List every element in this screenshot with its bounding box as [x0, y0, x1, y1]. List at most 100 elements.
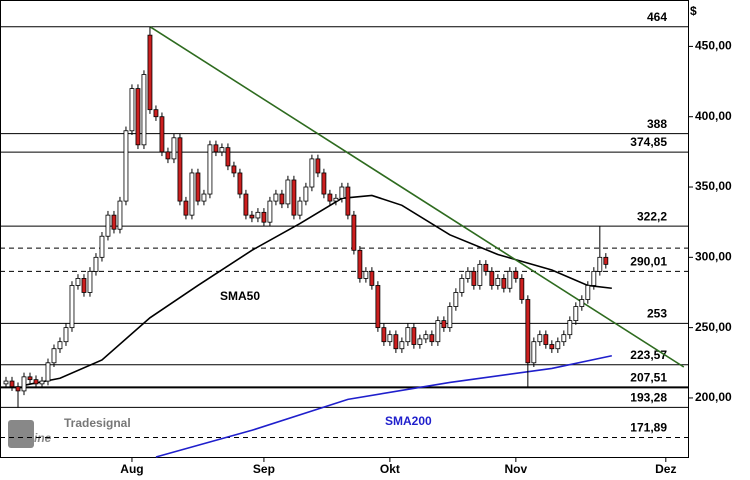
- candle-body: [429, 334, 435, 343]
- candle-body: [387, 334, 393, 343]
- y-tick-label: 450,00: [695, 39, 732, 53]
- candle-body: [135, 88, 141, 146]
- candle-body: [291, 179, 297, 216]
- candle-body: [273, 193, 279, 202]
- candle-body: [129, 88, 135, 132]
- candle-body: [9, 380, 15, 388]
- y-tick-label: 350,00: [695, 179, 732, 193]
- candle-body: [327, 193, 333, 202]
- x-tick-label: Nov: [505, 462, 528, 476]
- logo-brand: Tradesignal: [64, 416, 131, 430]
- candle-body: [555, 341, 561, 350]
- candle-body: [321, 172, 327, 195]
- candle-body: [495, 278, 501, 286]
- logo-badge: [8, 420, 34, 448]
- candle-body: [585, 285, 591, 300]
- candle-body: [231, 165, 237, 174]
- candle-body: [243, 193, 249, 216]
- level-label: 374,85: [630, 135, 667, 149]
- candle-body: [489, 270, 495, 286]
- candle-body: [549, 344, 555, 350]
- candle-body: [483, 263, 489, 272]
- y-tick-label: 200,00: [695, 390, 732, 404]
- candle-body: [75, 278, 81, 286]
- candle-body: [567, 320, 573, 336]
- candle-body: [357, 249, 363, 279]
- candle-body: [3, 380, 9, 385]
- candle-body: [477, 263, 483, 286]
- candle-body: [171, 137, 177, 160]
- candle-body: [399, 341, 405, 350]
- candle-body: [87, 270, 93, 293]
- candle-body: [405, 327, 411, 343]
- indicator-label: SMA50: [220, 289, 260, 303]
- y-tick-label: 250,00: [695, 320, 732, 334]
- candle-body: [201, 193, 207, 202]
- candle-body: [537, 334, 543, 343]
- candle-body: [591, 270, 597, 286]
- candle-body: [39, 380, 45, 385]
- level-label: 322,2: [637, 209, 667, 223]
- candle-body: [15, 386, 21, 392]
- candle-body: [573, 306, 579, 322]
- level-label: 253: [647, 307, 667, 321]
- candle-body: [159, 116, 165, 153]
- y-tick-label: 400,00: [695, 109, 732, 123]
- candle-body: [441, 320, 447, 329]
- candle-body: [501, 278, 507, 289]
- candle-body: [57, 341, 63, 350]
- candle-body: [207, 144, 213, 195]
- candle-body: [369, 270, 375, 286]
- candle-body: [381, 327, 387, 343]
- x-tick-label: Sep: [253, 462, 275, 476]
- candle-body: [543, 334, 549, 345]
- candle-body: [177, 137, 183, 202]
- candle-body: [117, 200, 123, 230]
- logo: Tradesignal onLine: [8, 416, 131, 448]
- candle-body: [453, 292, 459, 307]
- candle-body: [237, 172, 243, 195]
- level-label: 193,28: [630, 391, 667, 405]
- x-tick-label: Aug: [120, 462, 143, 476]
- candle-body: [303, 186, 309, 202]
- candle-body: [447, 306, 453, 329]
- candle-body: [81, 278, 87, 293]
- candle-body: [69, 285, 75, 329]
- indicator-label: SMA200: [385, 414, 432, 428]
- candle-body: [393, 334, 399, 350]
- candle-body: [375, 285, 381, 329]
- candle-body: [423, 334, 429, 340]
- level-label: 388: [647, 117, 667, 131]
- candle-body: [261, 211, 267, 223]
- candle-body: [507, 270, 513, 289]
- x-tick-label: Okt: [380, 462, 400, 476]
- candle-body: [363, 270, 369, 279]
- candle-body: [255, 211, 261, 219]
- candle-body: [513, 270, 519, 279]
- candle-body: [435, 320, 441, 343]
- candle-body: [297, 200, 303, 216]
- candle-body: [51, 348, 57, 364]
- candle-body: [333, 197, 339, 202]
- candle-body: [525, 299, 531, 364]
- candle-body: [123, 130, 129, 202]
- candle-body: [579, 299, 585, 307]
- candle-body: [111, 214, 117, 230]
- indicator-line: [155, 354, 612, 458]
- candle-body: [153, 109, 159, 118]
- candle-body: [597, 256, 603, 272]
- candle-body: [183, 200, 189, 216]
- y-unit: $: [690, 4, 697, 18]
- candle-body: [63, 327, 69, 343]
- candle-body: [345, 186, 351, 216]
- candle-body: [471, 270, 477, 286]
- candle-body: [105, 214, 111, 237]
- candle-body: [315, 158, 321, 174]
- candle-body: [93, 256, 99, 272]
- candle-body: [417, 338, 423, 345]
- candle-body: [213, 144, 219, 153]
- candle-body: [33, 379, 39, 385]
- candle-body: [249, 214, 255, 219]
- candle-body: [27, 376, 33, 381]
